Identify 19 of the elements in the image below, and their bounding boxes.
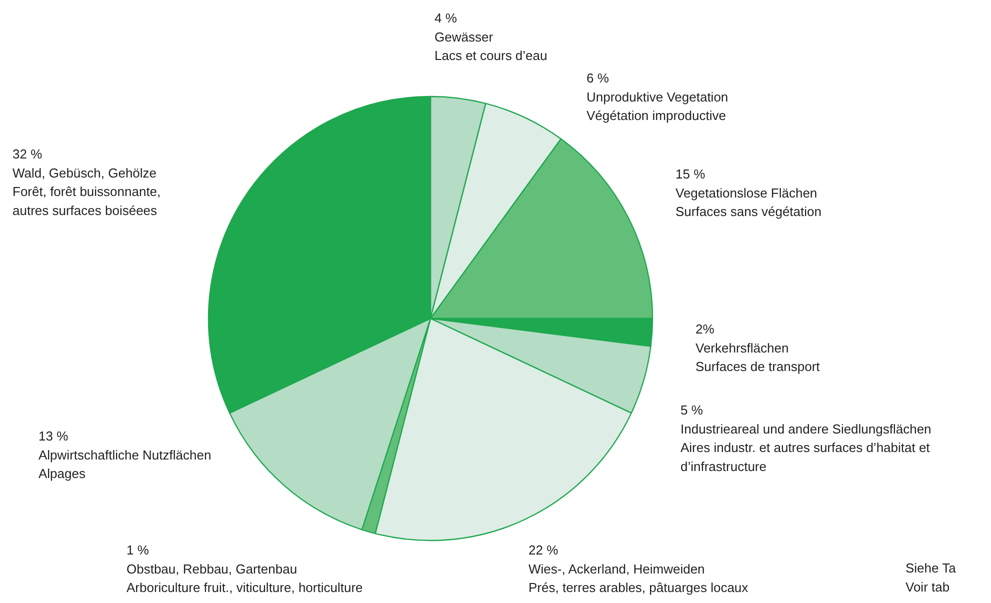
data-label: 4 % xyxy=(434,10,458,26)
slice-label: Industrieareal und andere Siedlungsflächen Aires industr. et autres surfaces d’habitat et d’infrastructure xyxy=(680,421,932,474)
slice-label: Gewässer Lacs et cours d’eau xyxy=(434,29,548,63)
data-label: 13 % xyxy=(38,428,69,444)
data-label: 15 % xyxy=(676,166,706,182)
slice-label: Vegetationslose Flächen Surfaces sans végétation xyxy=(676,185,822,219)
slice-label: Wies-, Ackerland, Heimweiden Prés, terres arables, pâtuarges locaux xyxy=(528,561,749,595)
slice-label: Verkehrsflächen Surfaces de transport xyxy=(696,340,820,374)
slice-label: Wald, Gebüsch, Gehölze Forêt, forêt buissonnante, autres surfaces boiséees xyxy=(12,165,161,218)
slice-label: Obstbau, Rebbau, Gartenbau Arboriculture fruit., viticulture, horticulture xyxy=(126,561,363,595)
data-label: 1 % xyxy=(126,542,150,558)
data-label: 6 % xyxy=(586,70,610,86)
text: Siehe Ta Voir tab xyxy=(906,560,957,594)
slice-label: Alpwirtschaftliche Nutzflächen Alpages xyxy=(38,447,212,481)
data-label: 2% xyxy=(696,322,715,336)
slice-label: Unproduktive Vegetation Végétation improductive xyxy=(586,89,728,123)
data-label: 5 % xyxy=(680,402,704,418)
data-label: 22 % xyxy=(528,542,559,558)
data-label: 32 % xyxy=(12,146,43,162)
